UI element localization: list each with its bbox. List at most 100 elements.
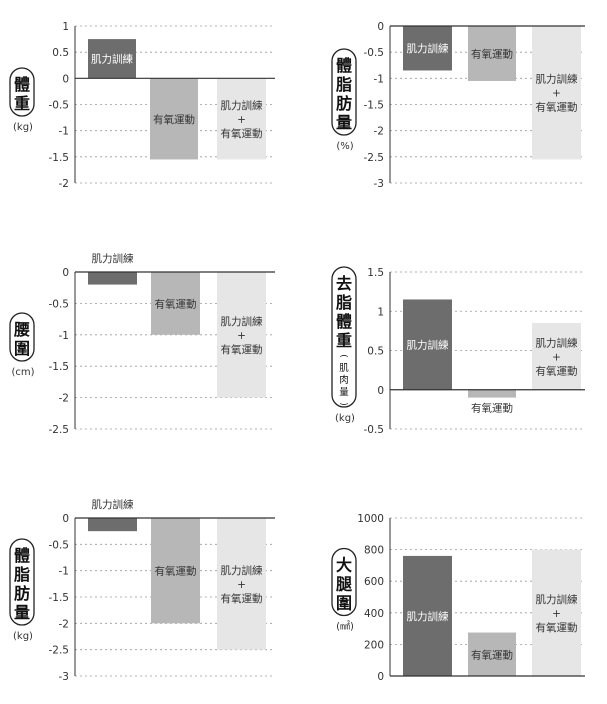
y-tick-label: 0: [377, 671, 384, 683]
y-label-char: 脂: [14, 565, 30, 584]
y-label-box: [9, 67, 35, 117]
y-label-char: 圍: [14, 339, 30, 358]
bar-category-label: 肌力訓練: [221, 315, 263, 328]
bar-category-label: +: [237, 330, 246, 342]
bar-category-label: +: [552, 88, 561, 100]
y-tick-label: 1: [377, 306, 384, 318]
y-label-box: [9, 312, 35, 362]
y-label-box: [331, 547, 357, 617]
y-label-char: 體: [336, 56, 352, 75]
y-label-char: 圍: [336, 594, 352, 613]
y-unit-label: (cm): [11, 367, 34, 378]
y-tick-label: -2: [59, 393, 69, 405]
y-tick-label: 0: [62, 513, 69, 525]
bar-category-label: 有氧運動: [221, 592, 263, 605]
y-label-char: 肪: [336, 94, 352, 113]
y-tick-label: -0.5: [364, 424, 385, 436]
bar: [217, 518, 266, 650]
y-unit-label: (%): [336, 141, 353, 152]
bar-category-label: 有氧運動: [471, 648, 513, 661]
y-tick-label: -2: [59, 618, 69, 630]
y-unit-label: (㎟): [336, 621, 354, 633]
y-label-char: 腰: [14, 320, 30, 339]
y-tick-label: -0.5: [364, 47, 385, 59]
y-tick-label: -1: [59, 330, 69, 342]
bar: [88, 272, 137, 285]
bar-category-label: 有氧運動: [221, 127, 263, 140]
y-label-char: 脂: [336, 75, 352, 94]
bar-category-label: +: [552, 608, 561, 620]
y-tick-label: -1: [59, 126, 69, 138]
bar-category-label: +: [237, 114, 246, 126]
y-tick-label: -2.5: [49, 645, 70, 657]
bar-category-label: 肌力訓練: [407, 610, 449, 623]
y-tick-label: -1: [59, 566, 69, 578]
y-label-char: 量: [336, 113, 352, 132]
y-tick-label: 600: [364, 576, 384, 588]
y-label-sub-char: 肉: [339, 374, 349, 386]
y-tick-label: -1.5: [364, 100, 385, 112]
y-tick-label: -0.5: [49, 100, 70, 112]
y-tick-label: 0.5: [367, 346, 384, 358]
bar-category-label: 有氧運動: [153, 113, 195, 126]
bar: [532, 549, 581, 676]
y-tick-label: 0: [377, 21, 384, 33]
bar-category-label: 肌力訓練: [91, 53, 133, 66]
y-tick-label: -2.5: [49, 424, 70, 436]
y-tick-label: 200: [364, 639, 384, 651]
bar-category-label: 肌力訓練: [536, 336, 578, 349]
bar-category-label: 肌力訓練: [221, 564, 263, 577]
y-tick-label: -1.5: [49, 361, 70, 373]
y-tick-label: -1.5: [49, 592, 70, 604]
y-tick-label: -1: [374, 73, 384, 85]
bar-category-label: 有氧運動: [536, 621, 578, 634]
y-unit-label: (kg): [13, 631, 33, 642]
bar: [403, 26, 452, 71]
bar: [468, 389, 516, 398]
y-tick-label: 800: [364, 545, 384, 557]
bar-category-label: 有氧運動: [471, 402, 513, 415]
y-label-sub-char: 肌: [339, 363, 349, 374]
y-tick-label: 0.5: [52, 47, 69, 59]
bar: [217, 78, 266, 160]
y-label-paren: (: [338, 354, 348, 358]
bar-category-label: 肌力訓練: [221, 99, 263, 112]
bar: [532, 323, 581, 390]
y-label-char: 脂: [336, 293, 352, 312]
bar-category-label: +: [237, 579, 246, 591]
y-tick-label: 400: [364, 608, 384, 620]
bar: [151, 518, 200, 624]
bar-category-label: 有氧運動: [536, 101, 578, 114]
y-label-char: 重: [14, 94, 30, 113]
bar: [532, 26, 581, 160]
y-label-char: 體: [336, 312, 352, 331]
bar-category-label: 肌力訓練: [92, 498, 134, 511]
y-label-char: 腿: [336, 575, 352, 594]
bar-category-label: 肌力訓練: [536, 73, 578, 86]
bar: [151, 272, 200, 335]
y-tick-label: -0.5: [49, 298, 70, 310]
y-tick-label: -2: [374, 126, 384, 138]
y-label-box: [331, 48, 357, 136]
y-label-sub-char: 量: [339, 387, 349, 398]
y-label-char: 重: [336, 331, 352, 350]
y-label-box: [331, 266, 357, 408]
bar-category-label: 肌力訓練: [407, 42, 449, 55]
y-label-char: 肪: [14, 584, 30, 603]
bar: [217, 272, 266, 398]
y-label-box: [9, 538, 35, 626]
bar: [150, 78, 198, 160]
bar: [88, 39, 136, 79]
y-label-paren: ): [338, 402, 348, 406]
y-label-char: 體: [14, 546, 30, 565]
y-tick-label: 1: [62, 21, 69, 33]
y-label-char: 大: [336, 556, 352, 575]
bar: [468, 26, 516, 81]
y-tick-label: -0.5: [49, 539, 70, 551]
bar: [403, 555, 452, 676]
y-tick-label: -1.5: [49, 152, 70, 164]
bar-category-label: 有氧運動: [155, 565, 197, 578]
y-tick-label: 1.5: [367, 267, 384, 279]
bar-category-label: +: [552, 351, 561, 363]
